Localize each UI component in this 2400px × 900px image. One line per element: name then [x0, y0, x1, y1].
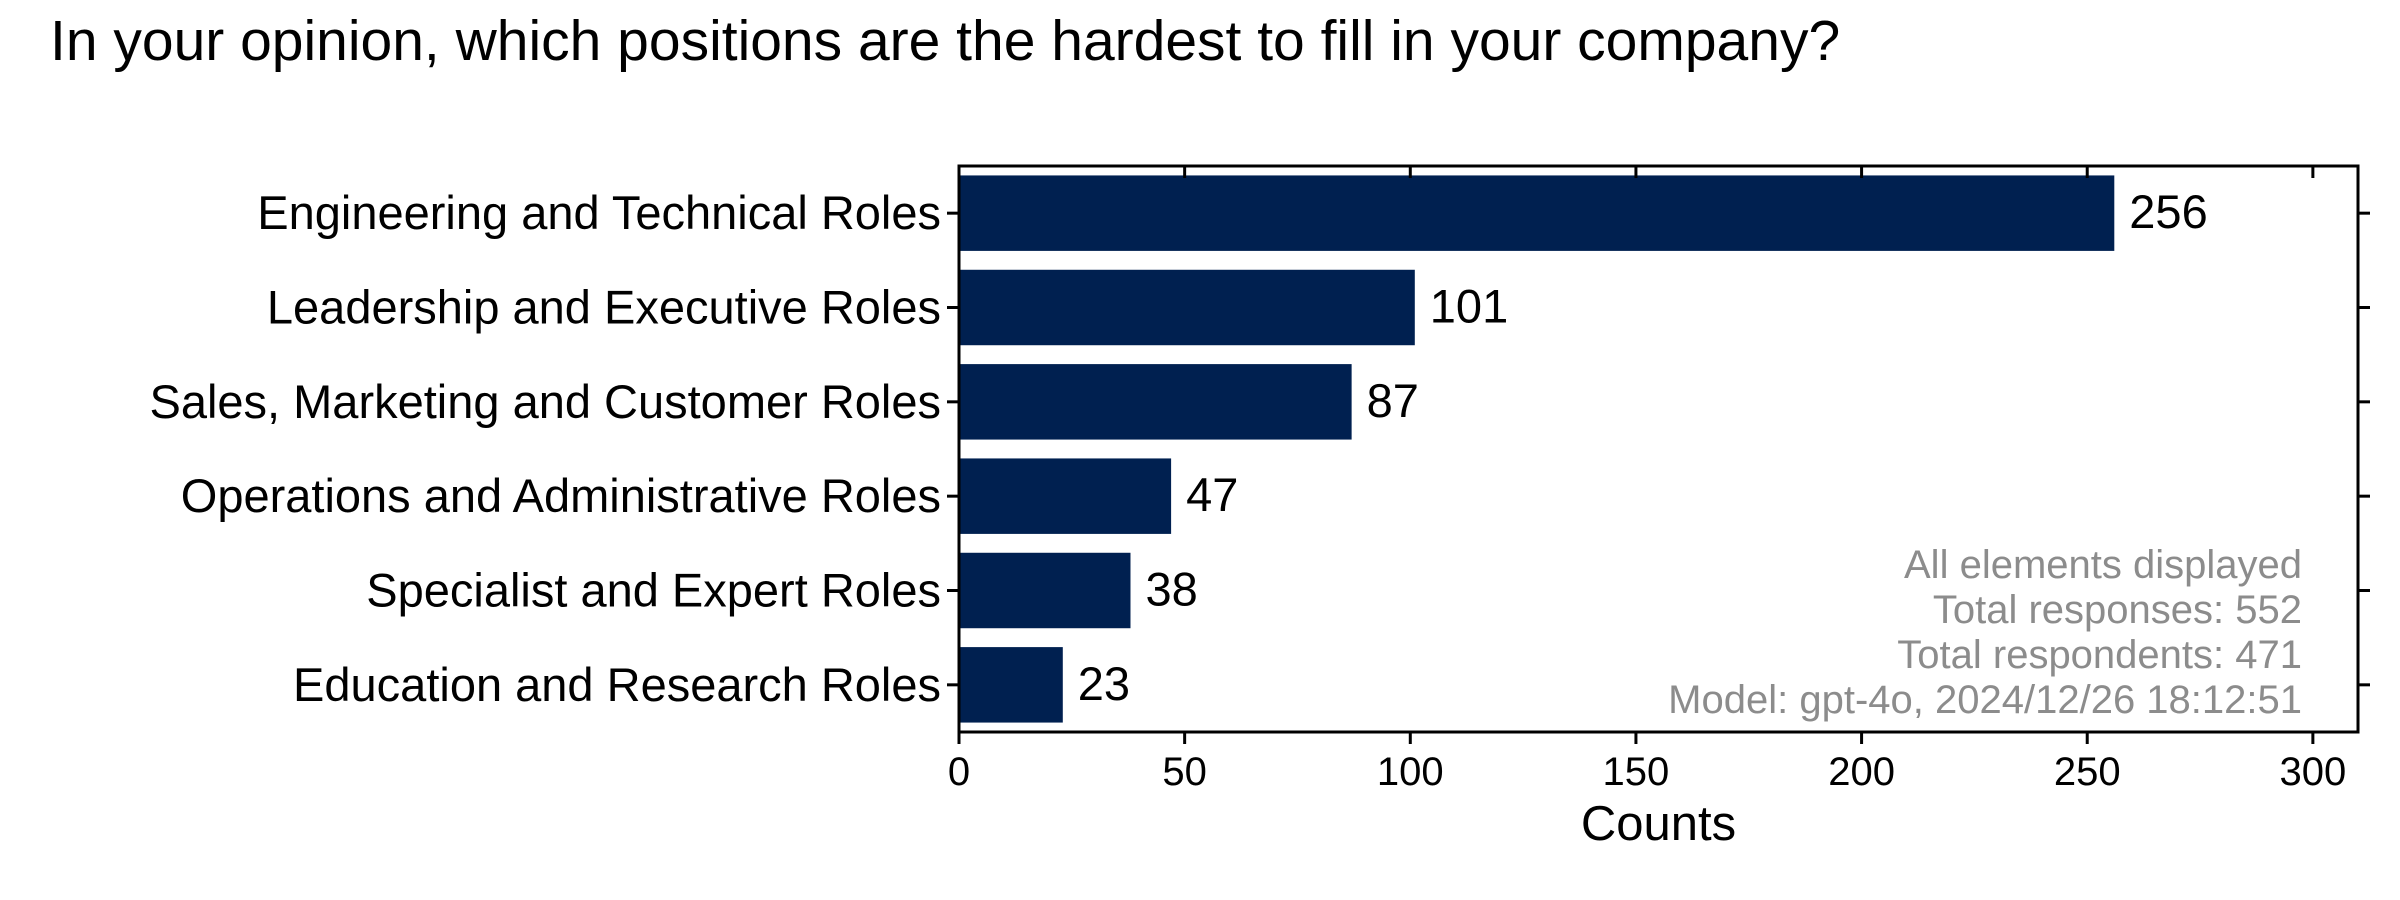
value-label: 87	[1367, 374, 1419, 427]
x-tick-label: 100	[1377, 750, 1444, 794]
note-line: Total respondents: 471	[1897, 633, 2302, 677]
chart-title: In your opinion, which positions are the…	[50, 9, 1841, 73]
value-label: 256	[2129, 185, 2207, 238]
category-label: Sales, Marketing and Customer Roles	[149, 375, 941, 428]
bar	[959, 552, 1131, 629]
x-tick-label: 50	[1162, 750, 1207, 794]
x-axis-label: Counts	[1581, 797, 1736, 851]
x-tick-label: 0	[948, 750, 970, 794]
category-label: Operations and Administrative Roles	[181, 469, 941, 522]
plot-frame	[957, 164, 2360, 734]
note-line: All elements displayed	[1904, 543, 2302, 587]
value-label: 101	[1430, 280, 1508, 333]
bar	[959, 269, 1415, 346]
x-tick-label: 150	[1603, 750, 1670, 794]
x-tick-label: 200	[1828, 750, 1895, 794]
bar	[959, 647, 1063, 723]
bar	[959, 175, 2115, 251]
value-label: 38	[1145, 563, 1197, 616]
value-label: 47	[1186, 468, 1238, 521]
note-line: Total responses: 552	[1933, 588, 2302, 632]
category-label: Education and Research Roles	[293, 658, 941, 711]
x-tick-label: 250	[2054, 750, 2121, 794]
category-label: Leadership and Executive Roles	[267, 281, 941, 334]
bar	[959, 458, 1172, 534]
bars-layer: 256 Engineering and Technical Roles 101 Lea…	[149, 175, 2208, 723]
note-line: Model: gpt-4o, 2024/12/26 18:12:51	[1668, 678, 2302, 722]
category-label: Specialist and Expert Roles	[366, 564, 941, 617]
x-tick-label: 300	[2279, 750, 2346, 794]
category-label: Engineering and Technical Roles	[257, 186, 941, 239]
value-label: 23	[1078, 657, 1130, 710]
ticks-layer: 0 50 100 150 200 250 300	[947, 166, 2370, 794]
bar	[959, 364, 1352, 440]
